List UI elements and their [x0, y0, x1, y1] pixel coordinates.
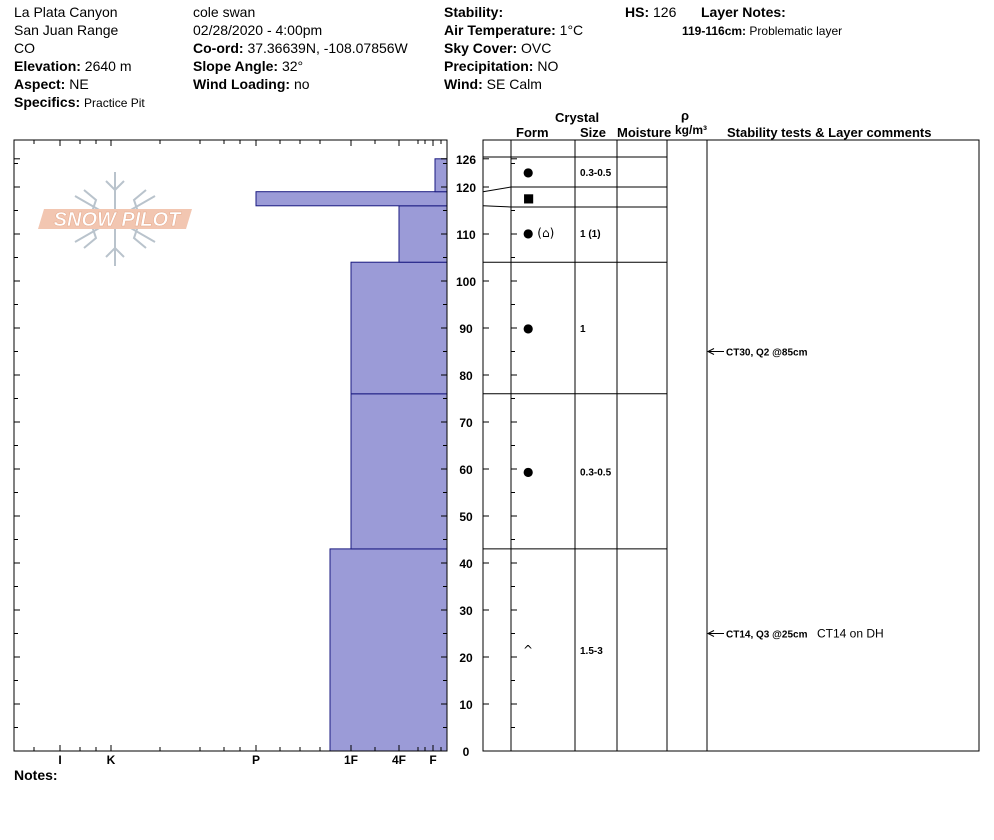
x-tick-label: I: [58, 753, 61, 767]
wind: Wind: SE Calm: [444, 76, 542, 92]
x-tick-label: F: [429, 753, 436, 767]
x-tick-label: 1F: [344, 753, 358, 767]
specifics: Specifics: Practice Pit: [14, 94, 145, 110]
y-tick-label: 40: [459, 557, 473, 571]
crystal-form: ● (⌂): [523, 226, 554, 240]
y-tick-label: 0: [463, 745, 470, 759]
density-unit-header: kg/m³: [675, 123, 708, 137]
y-tick-label: 30: [459, 604, 473, 618]
observer: cole swan: [193, 4, 256, 20]
crystal-form: ^: [523, 643, 533, 657]
stability-test-label: CT30, Q2 @85cm: [726, 348, 808, 359]
layer-note: 119-116cm: Problematic layer: [682, 24, 843, 38]
stability-comments-header: Stability tests & Layer comments: [727, 125, 932, 140]
y-tick-label: 90: [459, 322, 473, 336]
stability: Stability:: [444, 4, 504, 20]
rho-header: ρ: [681, 108, 690, 123]
hardness-bar: [329, 548, 448, 752]
crystal-size: 1 (1): [580, 229, 601, 240]
size-header: Size: [580, 125, 607, 140]
y-tick-label: 80: [459, 369, 473, 383]
hardness-bar: [255, 191, 448, 207]
stability-test-label: CT14, Q3 @25cm: [726, 630, 808, 641]
y-tick-label: 50: [459, 510, 473, 524]
layer-table-frame: [482, 139, 980, 752]
hardness-bar: [350, 261, 448, 395]
x-tick-label: P: [252, 753, 260, 767]
logo-banner: [38, 209, 192, 229]
layer-notes-title: Layer Notes:: [701, 4, 786, 20]
form-header: Form: [516, 125, 549, 140]
snowpilot-logo: SNOW PILOT: [38, 172, 192, 266]
slope-angle: Slope Angle: 32°: [193, 58, 304, 74]
wind-loading: Wind Loading: no: [193, 76, 310, 92]
hs: HS: 126: [625, 4, 677, 20]
y-tick-label: 110: [456, 228, 476, 242]
y-tick-label: 100: [456, 275, 476, 289]
crystal-form: ●: [523, 464, 533, 478]
layer-connector: [482, 186, 512, 193]
x-tick-label: K: [107, 753, 116, 767]
hardness-bar: [350, 393, 448, 550]
air-temperature: Air Temperature: 1°C: [444, 22, 584, 38]
crystal-size: 1.5-3: [580, 646, 603, 657]
layer-connector: [482, 205, 512, 208]
y-tick-label: 126: [456, 153, 476, 167]
y-tick-label: 60: [459, 463, 473, 477]
datetime: 02/28/2020 - 4:00pm: [193, 22, 323, 38]
state: CO: [14, 40, 35, 56]
crystal-size: 0.3-0.5: [580, 467, 612, 478]
location: La Plata Canyon: [14, 4, 118, 20]
sky-cover: Sky Cover: OVC: [444, 40, 552, 56]
crystal-size: 0.3-0.5: [580, 168, 612, 179]
crystal-form: ●: [523, 321, 533, 335]
crystal-size: 1: [580, 324, 586, 335]
aspect: Aspect: NE: [14, 76, 89, 92]
x-tick-label: 4F: [392, 753, 406, 767]
arrow-head-icon: [706, 630, 715, 637]
moisture-header: Moisture: [617, 125, 672, 140]
coord: Co-ord: 37.36639N, -108.07856W: [193, 40, 408, 56]
range: San Juan Range: [14, 22, 119, 38]
hardness-bar: [398, 205, 448, 263]
y-tick-label: 70: [459, 416, 473, 430]
elevation: Elevation: 2640 m: [14, 58, 132, 74]
y-tick-label: 10: [459, 698, 473, 712]
crystal-header: Crystal: [555, 110, 600, 125]
y-tick-label: 20: [459, 651, 473, 665]
crystal-form: ■: [523, 191, 534, 205]
notes-label: Notes:: [14, 767, 58, 783]
arrow-head-icon: [706, 348, 715, 355]
stability-test-comment: CT14 on DH: [817, 627, 884, 641]
crystal-form: ●: [523, 165, 533, 179]
y-tick-label: 120: [456, 181, 476, 195]
precipitation: Precipitation: NO: [444, 58, 559, 74]
logo-text: SNOW PILOT: [54, 209, 182, 231]
